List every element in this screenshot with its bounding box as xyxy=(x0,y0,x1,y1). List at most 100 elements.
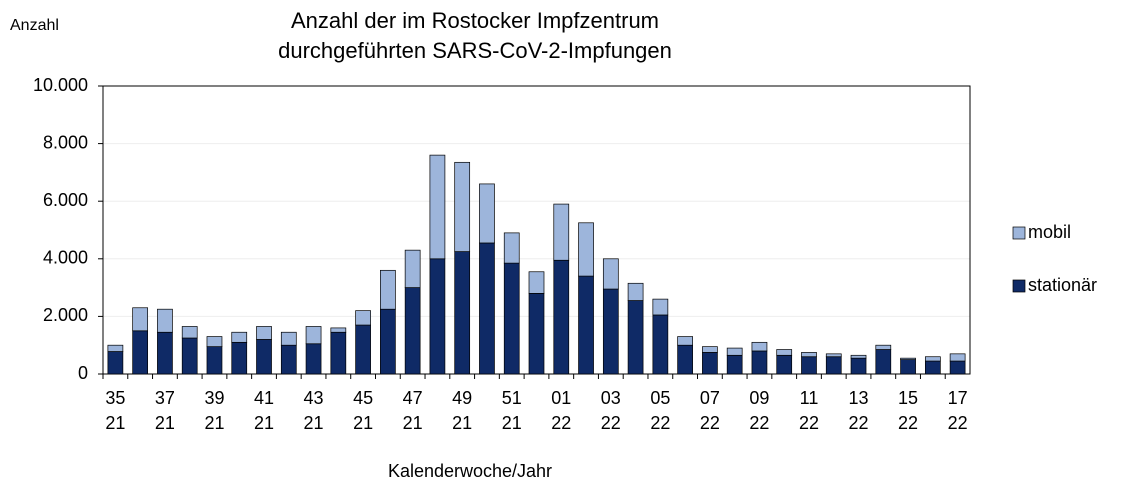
bar-segment xyxy=(924,356,941,362)
bar-segment xyxy=(825,353,842,358)
bar-segment xyxy=(528,293,545,375)
x-tick-label: 22 xyxy=(749,413,769,433)
bar-segment xyxy=(206,336,223,347)
x-tick-label: 21 xyxy=(254,413,274,433)
bar-segment xyxy=(355,310,371,326)
bar-segment xyxy=(726,347,743,356)
bar-segment xyxy=(751,350,768,375)
x-tick-label: 21 xyxy=(403,413,423,433)
bar-segment xyxy=(900,357,916,360)
bar-segment xyxy=(776,349,793,356)
bar-segment xyxy=(305,343,322,375)
bar-segment xyxy=(627,282,644,301)
x-axis-label: Kalenderwoche/Jahr xyxy=(388,461,552,481)
bar-segment xyxy=(256,326,272,340)
x-tick-label: 03 xyxy=(601,388,621,408)
x-tick-label: 35 xyxy=(105,388,125,408)
bar-segment xyxy=(256,339,272,375)
x-tick-label: 22 xyxy=(898,413,918,433)
bar-segment xyxy=(107,344,124,352)
bar-segment xyxy=(380,269,396,310)
bar-segment xyxy=(677,336,693,346)
bar-segment xyxy=(132,307,149,332)
bar-segment xyxy=(280,331,297,346)
x-tick-label: 21 xyxy=(304,413,324,433)
bar-segment xyxy=(553,203,570,261)
bar-segment xyxy=(553,259,570,375)
bar-segment xyxy=(206,346,223,375)
bar-segment xyxy=(875,349,892,375)
bar-segment xyxy=(850,357,867,375)
bar-segment xyxy=(801,356,817,375)
x-tick-label: 45 xyxy=(353,388,373,408)
legend-swatch xyxy=(1012,226,1026,240)
bar-segment xyxy=(850,354,867,359)
x-tick-label: 49 xyxy=(452,388,472,408)
bar-segment xyxy=(404,287,421,375)
x-tick-label: 22 xyxy=(849,413,869,433)
bar-segment xyxy=(825,356,842,375)
x-tick-label: 01 xyxy=(551,388,571,408)
x-tick-label: 22 xyxy=(799,413,819,433)
x-tick-label: 21 xyxy=(204,413,224,433)
x-tick-label: 21 xyxy=(452,413,472,433)
bar-segment xyxy=(454,161,471,252)
y-tick-label: 10.000 xyxy=(33,75,88,95)
x-tick-label: 21 xyxy=(502,413,522,433)
bar-segment xyxy=(404,249,421,288)
x-tick-label: 21 xyxy=(353,413,373,433)
x-tick-label: 21 xyxy=(155,413,175,433)
x-tick-label: 15 xyxy=(898,388,918,408)
x-tick-label: 47 xyxy=(403,388,423,408)
bar-segment xyxy=(875,344,892,350)
bar-segment xyxy=(801,352,817,358)
y-tick-label: 8.000 xyxy=(43,132,88,152)
x-tick-label: 11 xyxy=(800,388,819,408)
bar-segment xyxy=(479,242,495,375)
bar-segment xyxy=(677,344,693,375)
bar-segment xyxy=(652,314,669,375)
bar-segment xyxy=(602,288,619,375)
y-tick-label: 6.000 xyxy=(43,190,88,210)
bar-segment xyxy=(280,344,297,375)
bar-segment xyxy=(429,154,446,260)
legend-label: mobil xyxy=(1028,222,1071,242)
x-tick-label: 51 xyxy=(502,388,522,408)
bar-segment xyxy=(924,360,941,375)
x-tick-label: 43 xyxy=(304,388,324,408)
bar-segment xyxy=(602,258,619,290)
bar-segment xyxy=(578,275,594,375)
bar-segment xyxy=(702,352,718,375)
bar-segment xyxy=(231,341,248,375)
x-tick-label: 09 xyxy=(749,388,769,408)
bar-segment xyxy=(726,354,743,375)
bar-segment xyxy=(528,271,545,294)
bar-segment xyxy=(702,346,718,353)
bar-segment xyxy=(751,341,768,352)
chart-title: Anzahl der im Rostocker Impfzentrum xyxy=(291,8,659,33)
bar-segment xyxy=(503,232,520,264)
bar-segment xyxy=(900,359,916,375)
legend-swatch xyxy=(1012,279,1026,293)
bar-segment xyxy=(949,353,966,362)
bar-segment xyxy=(627,300,644,375)
x-tick-label: 41 xyxy=(254,388,274,408)
x-tick-label: 22 xyxy=(551,413,571,433)
x-tick-label: 13 xyxy=(849,388,869,408)
bar-segment xyxy=(157,308,173,333)
x-tick-label: 07 xyxy=(700,388,720,408)
bar-segment xyxy=(181,337,198,375)
x-tick-label: 22 xyxy=(650,413,670,433)
bar-segment xyxy=(305,326,322,345)
x-tick-label: 22 xyxy=(948,413,968,433)
bar-segment xyxy=(454,251,471,375)
bar-segment xyxy=(330,331,347,375)
bar-segment xyxy=(503,262,520,375)
bar-segment xyxy=(429,258,446,375)
bar-segment xyxy=(652,298,669,316)
x-tick-label: 17 xyxy=(948,388,968,408)
bar-segment xyxy=(949,360,966,375)
bar-segment xyxy=(578,222,594,277)
bar-segment xyxy=(181,326,198,339)
